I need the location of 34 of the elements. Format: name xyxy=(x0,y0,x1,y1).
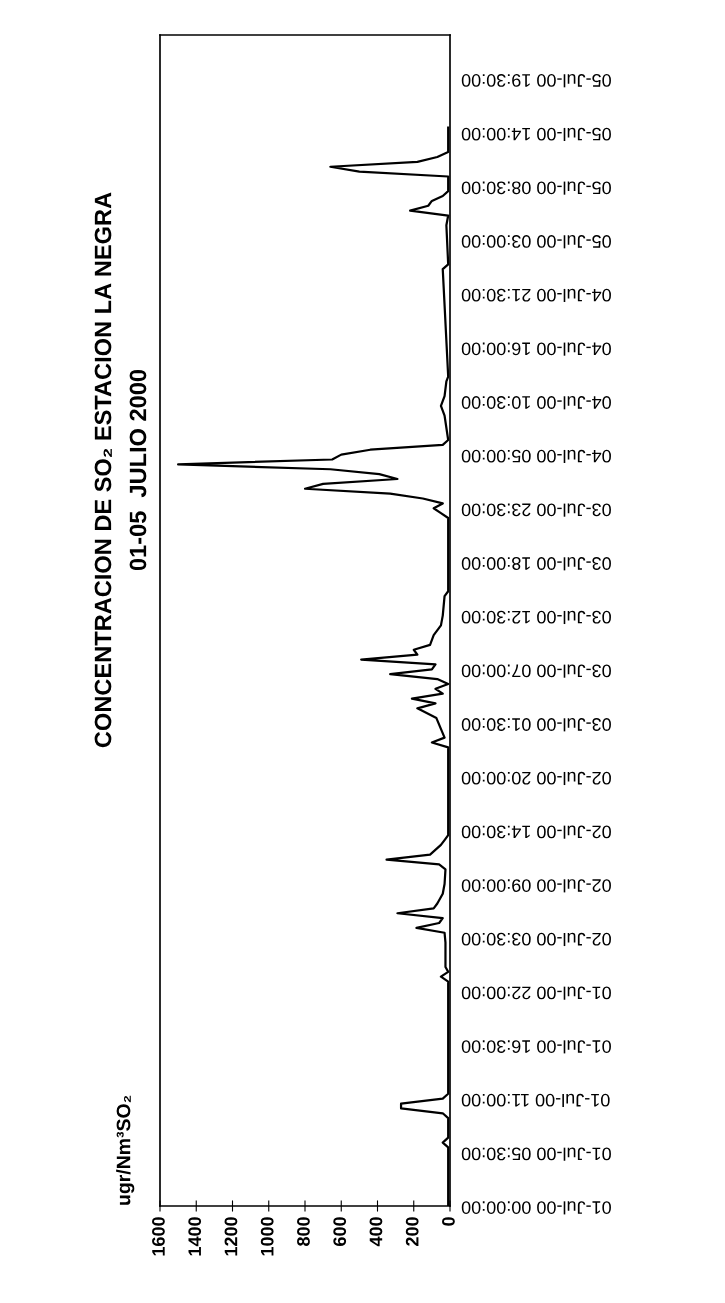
y-tick-label: 01-Jul-00 22:00:00 xyxy=(461,986,611,1000)
x-tick-label: 200 xyxy=(405,1217,419,1246)
y-tick-label: 03-Jul-00 07:00:00 xyxy=(461,664,611,678)
y-tick-label: 05-Jul-00 08:30:00 xyxy=(461,181,611,195)
y-tick-label: 02-Jul-00 14:30:00 xyxy=(461,825,611,839)
x-tick-label: 1200 xyxy=(224,1217,238,1256)
y-tick-label: 01-Jul-00 00:00:00 xyxy=(461,1201,611,1215)
y-tick-label: 03-Jul-00 01:30:00 xyxy=(461,718,611,732)
text: 01-05 JULIO 2000 xyxy=(129,369,147,571)
x-tick-label: 400 xyxy=(369,1217,383,1247)
y-tick-label: 01-Jul-00 05:30:00 xyxy=(461,1147,611,1161)
x-tick-label: 0 xyxy=(442,1217,455,1226)
text: CONCENTRACION DE SO₂ ESTACION LA NEGRA xyxy=(94,192,112,748)
x-tick-label: 1000 xyxy=(260,1217,274,1256)
y-tick-label: 04-Jul-00 21:30:00 xyxy=(461,288,611,303)
x-tick-label: 800 xyxy=(297,1217,310,1246)
y-tick-label: 04-Jul-00 16:00:00 xyxy=(461,342,611,356)
y-tick-label: 02-Jul-00 20:00:00 xyxy=(461,771,611,786)
x-tick-label: 1600 xyxy=(152,1217,165,1256)
y-tick-label: 01-Jul-00 16:30:00 xyxy=(461,1040,611,1054)
y-tick-label: 03-Jul-00 12:30:00 xyxy=(461,610,611,625)
y-tick-label: 02-Jul-00 09:00:00 xyxy=(461,879,611,893)
y-tick-label: 05-Jul-00 19:30:00 xyxy=(461,74,611,88)
x-tick-label: 600 xyxy=(333,1217,347,1246)
y-tick-label: 04-Jul-00 10:30:00 xyxy=(461,396,611,410)
y-tick-label: 02-Jul-00 03:30:00 xyxy=(461,932,611,947)
y-tick-label: 03-Jul-00 18:00:00 xyxy=(461,557,611,571)
y-tick-label: 01-Jul-00 11:00:00 xyxy=(461,1093,610,1108)
y-tick-label: 05-Jul-00 14:00:00 xyxy=(461,127,611,141)
x-tick-label: 1400 xyxy=(188,1217,202,1256)
y-tick-label: 04-Jul-00 05:00:00 xyxy=(461,449,611,464)
text: ugr/Nm³SO₂ xyxy=(116,1095,135,1205)
y-tick-label: 03-Jul-00 23:30:00 xyxy=(461,503,611,517)
y-tick-label: 05-Jul-00 03:00:00 xyxy=(461,235,611,249)
